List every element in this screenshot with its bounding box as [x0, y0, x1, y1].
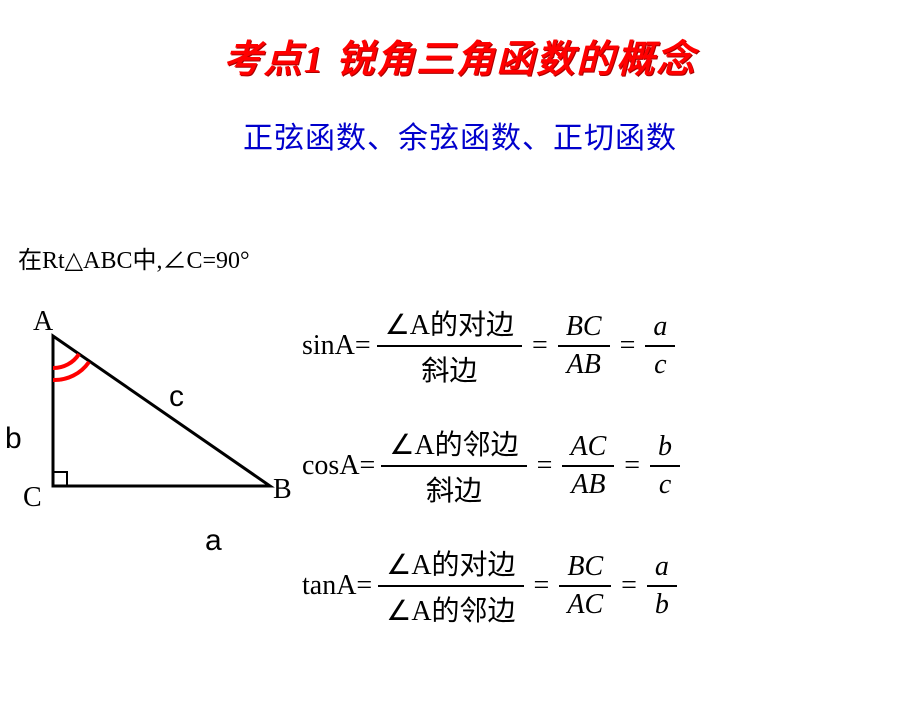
vertex-b-label: B [273, 474, 292, 506]
eq-sign: = [624, 450, 640, 482]
sin-frac1: ∠A的对边 斜边 [377, 301, 522, 391]
right-angle-marker [53, 472, 67, 486]
sin-frac3-num: a [645, 309, 675, 347]
vertex-c-label: C [23, 482, 42, 514]
formula-sin: sinA= ∠A的对边 斜边 = BC AB = a c [302, 286, 902, 406]
side-b-label: b [5, 422, 22, 456]
tan-label: tanA= [302, 570, 372, 602]
sin-frac1-den: 斜边 [413, 347, 485, 391]
tan-frac3-num: a [647, 549, 677, 587]
cos-frac3: b c [650, 429, 680, 503]
cos-frac2-num: AC [562, 429, 614, 467]
eq-sign: = [621, 570, 637, 602]
page-title: 考点1 锐角三角函数的概念 [0, 28, 920, 83]
formula-tan: tanA= ∠A的对边 ∠A的邻边 = BC AC = a b [302, 526, 902, 646]
formulas-container: sinA= ∠A的对边 斜边 = BC AB = a c cosA= ∠A的邻边… [302, 286, 902, 646]
tan-frac3: a b [647, 549, 677, 623]
eq-sign: = [534, 570, 550, 602]
tan-frac2-den: AC [559, 587, 611, 623]
angle-arc-1 [53, 354, 79, 368]
triangle-diagram: A B C c b a [5, 296, 305, 566]
vertex-a-label: A [33, 306, 53, 338]
tan-frac1-num: ∠A的对边 [378, 541, 523, 587]
sin-frac3: a c [645, 309, 675, 383]
cos-frac1: ∠A的邻边 斜边 [381, 421, 526, 511]
page-subtitle: 正弦函数、余弦函数、正切函数 [0, 113, 920, 157]
tan-frac1-den: ∠A的邻边 [378, 587, 523, 631]
sin-frac2-num: BC [558, 309, 610, 347]
eq-sign: = [620, 330, 636, 362]
cos-frac1-den: 斜边 [418, 467, 490, 511]
sin-frac2-den: AB [559, 347, 609, 383]
eq-sign: = [537, 450, 553, 482]
tan-frac2: BC AC [559, 549, 611, 623]
context-text: 在Rt△ABC中,∠C=90° [18, 240, 250, 275]
eq-sign: = [532, 330, 548, 362]
formula-cos: cosA= ∠A的邻边 斜边 = AC AB = b c [302, 406, 902, 526]
cos-frac2-den: AB [563, 467, 613, 503]
sin-frac2: BC AB [558, 309, 610, 383]
tan-frac2-num: BC [559, 549, 611, 587]
triangle-shape [53, 336, 270, 486]
cos-label: cosA= [302, 450, 375, 482]
sin-frac1-num: ∠A的对边 [377, 301, 522, 347]
sin-label: sinA= [302, 330, 371, 362]
side-a-label: a [205, 524, 222, 558]
cos-frac1-num: ∠A的邻边 [381, 421, 526, 467]
cos-frac3-den: c [651, 467, 679, 503]
side-c-label: c [169, 380, 184, 414]
cos-frac2: AC AB [562, 429, 614, 503]
cos-frac3-num: b [650, 429, 680, 467]
tan-frac1: ∠A的对边 ∠A的邻边 [378, 541, 523, 631]
tan-frac3-den: b [647, 587, 677, 623]
sin-frac3-den: c [646, 347, 674, 383]
